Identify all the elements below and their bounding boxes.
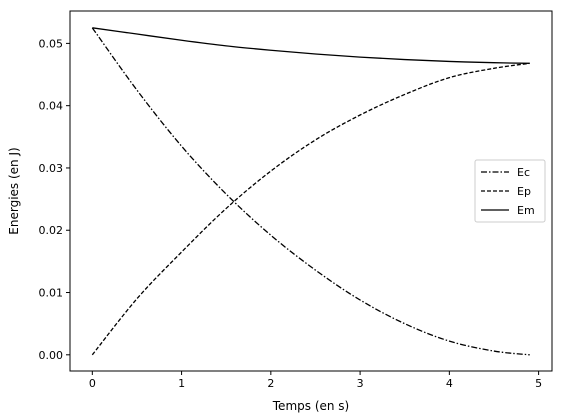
x-tick-label: 5 <box>535 377 542 390</box>
y-tick-label: 0.03 <box>39 162 64 175</box>
legend-label-ep: Ep <box>517 185 531 198</box>
y-tick-label: 0.04 <box>39 100 64 113</box>
y-tick-label: 0.05 <box>39 37 64 50</box>
x-axis-ticks: 0 1 2 3 4 5 <box>89 371 542 390</box>
legend-label-ec: Ec <box>517 166 530 179</box>
plot-frame <box>69 10 553 372</box>
x-tick-label: 3 <box>357 377 364 390</box>
x-axis-title: Temps (en s) <box>272 399 349 413</box>
y-tick-label: 0.02 <box>39 224 64 237</box>
series-line-em <box>92 27 530 64</box>
series-lines <box>91 27 530 356</box>
x-tick-label: 2 <box>267 377 274 390</box>
x-tick-label: 4 <box>446 377 453 390</box>
y-tick-label: 0.01 <box>39 287 64 300</box>
legend-box <box>474 159 546 223</box>
legend: Ec Ep Em <box>474 159 546 223</box>
series-line-ep <box>91 62 530 356</box>
x-tick-label: 0 <box>89 377 96 390</box>
series-line-ec <box>91 27 530 356</box>
x-tick-label: 1 <box>178 377 185 390</box>
legend-label-em: Em <box>517 204 535 217</box>
y-axis-title: Energies (en J) <box>7 147 21 234</box>
y-tick-label: 0.00 <box>39 349 64 362</box>
y-axis-ticks: 0.00 0.01 0.02 0.03 0.04 0.05 <box>39 37 70 362</box>
